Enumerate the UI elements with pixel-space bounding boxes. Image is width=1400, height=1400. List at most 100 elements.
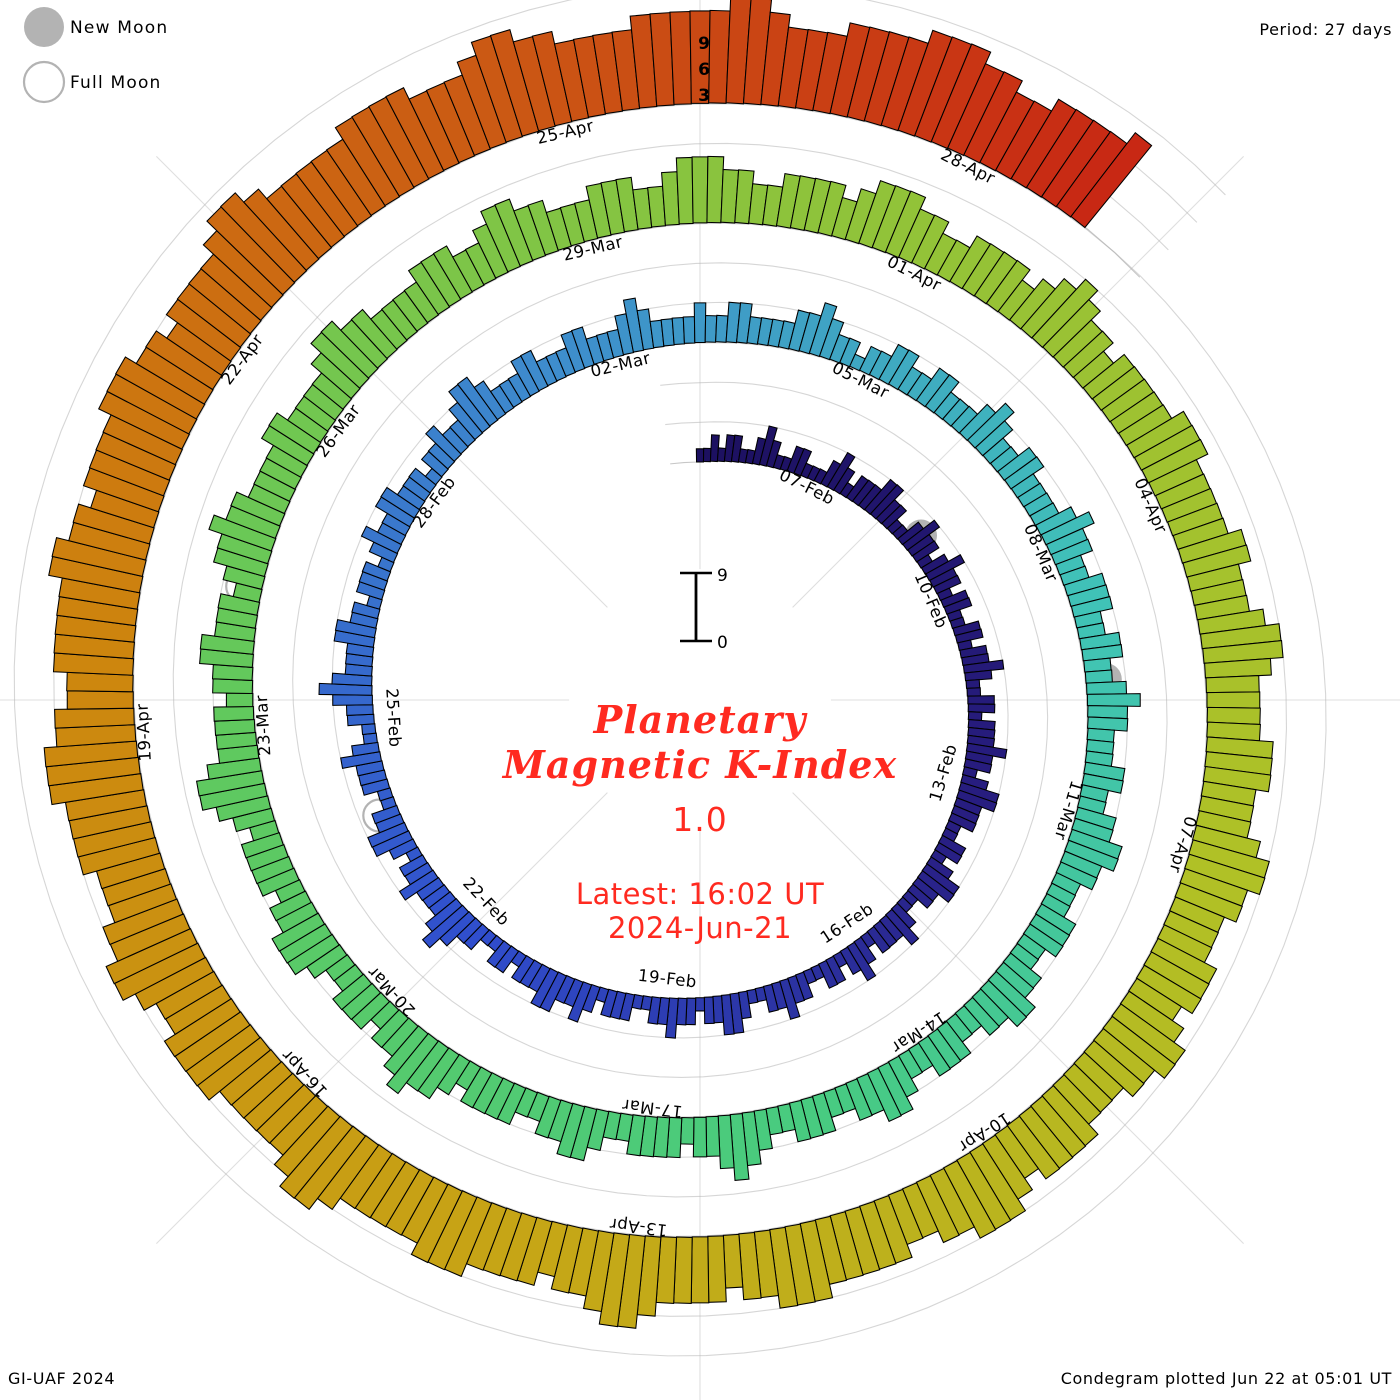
kp-bar bbox=[887, 349, 920, 391]
kp-bar bbox=[925, 554, 966, 582]
kp-bar bbox=[788, 1099, 812, 1143]
kp-bar bbox=[383, 1025, 429, 1076]
kp-bar bbox=[955, 789, 998, 813]
radial-tick-6: 6 bbox=[698, 60, 710, 80]
kp-bar bbox=[954, 628, 984, 644]
kp-bar bbox=[738, 1231, 762, 1301]
kp-bar bbox=[432, 245, 474, 300]
date-label: 19-Feb bbox=[637, 966, 698, 992]
kp-bar bbox=[534, 1095, 562, 1139]
kp-bar bbox=[1184, 853, 1266, 896]
kp-bar bbox=[720, 994, 735, 1036]
kp-bar bbox=[717, 1114, 735, 1170]
kp-bar bbox=[963, 71, 1024, 164]
kp-bar bbox=[367, 821, 409, 848]
kp-bar bbox=[691, 156, 709, 224]
new-moon-icon bbox=[24, 7, 64, 47]
kp-bar bbox=[332, 694, 373, 706]
kp-bar bbox=[967, 695, 995, 705]
kp-bar bbox=[145, 330, 223, 391]
kp-bar bbox=[351, 601, 381, 620]
kp-bar bbox=[1006, 1115, 1061, 1180]
kp-bar bbox=[318, 682, 373, 696]
kp-bar bbox=[519, 349, 549, 392]
kp-bar bbox=[600, 988, 618, 1018]
kp-bar bbox=[675, 156, 694, 225]
kp-bar bbox=[846, 941, 877, 982]
kp-bar bbox=[217, 593, 261, 616]
kp-bar bbox=[1083, 1039, 1145, 1098]
kp-bar bbox=[722, 1233, 744, 1289]
kp-bar bbox=[510, 954, 535, 984]
kp-bar bbox=[424, 897, 463, 933]
kp-bar bbox=[1135, 964, 1202, 1015]
kp-bar bbox=[163, 997, 241, 1058]
bars-layer bbox=[43, 0, 1284, 1329]
kp-bar bbox=[636, 308, 655, 351]
kp-bar bbox=[208, 514, 277, 552]
kp-bar bbox=[494, 198, 534, 267]
kp-bar bbox=[965, 742, 1008, 760]
kp-bar bbox=[725, 0, 752, 105]
kp-bar bbox=[340, 751, 383, 770]
kp-bar bbox=[1050, 538, 1094, 566]
kp-bar bbox=[967, 703, 996, 714]
kp-bar bbox=[269, 890, 312, 922]
kp-bar bbox=[421, 904, 470, 949]
legend-new-moon-label: New Moon bbox=[70, 18, 168, 38]
kp-bar bbox=[705, 1115, 721, 1157]
kp-bar bbox=[279, 1115, 354, 1199]
kp-bar bbox=[709, 434, 720, 463]
kp-bar bbox=[219, 192, 308, 284]
kp-bar bbox=[1063, 839, 1119, 872]
kp-bar bbox=[195, 770, 265, 797]
kp-bar bbox=[866, 1067, 902, 1123]
kp-bar bbox=[351, 741, 380, 757]
radial-tick-9: 9 bbox=[698, 34, 710, 54]
date-label: 19-Apr bbox=[133, 703, 155, 762]
kp-bar bbox=[1202, 640, 1284, 664]
kp-bar bbox=[622, 297, 645, 353]
kp-bar bbox=[947, 812, 977, 833]
kp-bar bbox=[808, 302, 838, 358]
center-annotation: Planetary Magnetic K-Index 1.0 Latest: 1… bbox=[501, 697, 897, 945]
date-label: 13-Feb bbox=[926, 742, 961, 804]
kp-bar bbox=[915, 1175, 960, 1244]
kp-bar bbox=[489, 29, 540, 137]
center-title-line1: Planetary bbox=[593, 697, 809, 742]
kp-bar bbox=[817, 959, 839, 989]
kp-bar bbox=[669, 10, 692, 105]
kp-bar bbox=[979, 979, 1028, 1028]
kp-bar bbox=[760, 11, 791, 107]
kp-bar bbox=[826, 451, 856, 492]
full-moon-icon bbox=[22, 60, 66, 104]
kp-bar bbox=[268, 412, 322, 455]
kp-bar bbox=[833, 466, 856, 495]
kp-bar bbox=[212, 678, 254, 695]
kp-bar bbox=[966, 687, 982, 697]
kp-bar bbox=[712, 995, 725, 1024]
kp-bar bbox=[1102, 1015, 1176, 1080]
center-latest-time: Latest: 16:02 UT bbox=[576, 877, 824, 911]
kp-bar bbox=[779, 978, 801, 1020]
grid-spiral-k9 bbox=[13, 0, 1327, 1357]
scale-bar-top-label: 9 bbox=[717, 566, 728, 586]
footer-left: GI-UAF 2024 bbox=[8, 1369, 115, 1388]
kp-bar bbox=[762, 983, 779, 1013]
kp-bar bbox=[707, 1235, 727, 1303]
kp-bar bbox=[1022, 923, 1064, 958]
kp-bar bbox=[370, 1008, 410, 1049]
kp-bar bbox=[425, 425, 463, 463]
kp-bar bbox=[1204, 657, 1272, 679]
kp-bar bbox=[361, 723, 377, 736]
kp-bar bbox=[695, 448, 705, 463]
kp-bar bbox=[567, 981, 593, 1023]
kp-bar bbox=[102, 898, 184, 946]
kp-bar bbox=[350, 308, 398, 360]
kp-bar bbox=[881, 504, 908, 530]
kp-bar bbox=[963, 758, 993, 774]
kp-bar bbox=[758, 425, 778, 467]
kp-bar bbox=[199, 633, 255, 655]
kp-bar bbox=[486, 940, 512, 969]
kp-bar bbox=[273, 1105, 341, 1178]
